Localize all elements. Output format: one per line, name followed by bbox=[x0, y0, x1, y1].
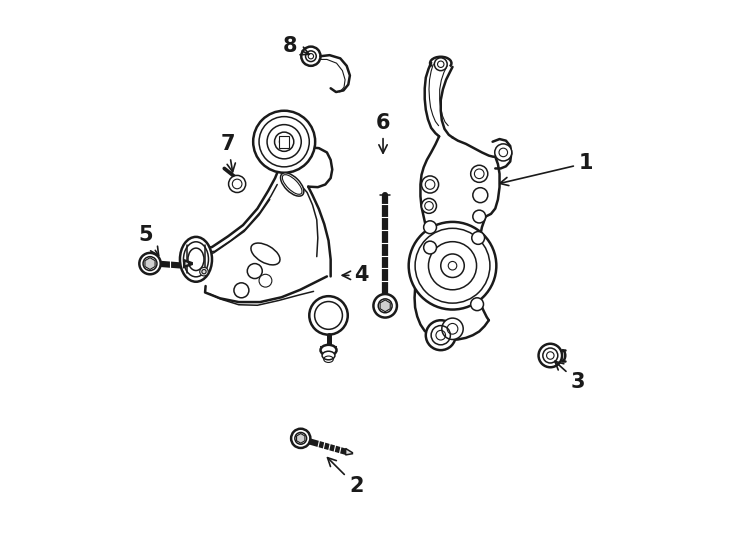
Circle shape bbox=[470, 298, 484, 310]
Circle shape bbox=[426, 320, 456, 350]
Bar bbox=[280, 136, 289, 147]
Ellipse shape bbox=[280, 173, 304, 196]
Circle shape bbox=[309, 296, 348, 335]
Circle shape bbox=[470, 165, 488, 183]
Polygon shape bbox=[184, 260, 192, 267]
Circle shape bbox=[472, 232, 484, 244]
Circle shape bbox=[253, 111, 315, 173]
Text: 1: 1 bbox=[500, 153, 593, 186]
Circle shape bbox=[200, 267, 208, 276]
Circle shape bbox=[539, 344, 562, 367]
Circle shape bbox=[424, 241, 437, 254]
Circle shape bbox=[139, 253, 161, 274]
Polygon shape bbox=[346, 449, 352, 455]
Circle shape bbox=[424, 221, 437, 234]
Circle shape bbox=[421, 176, 439, 193]
Circle shape bbox=[442, 318, 463, 340]
Text: 5: 5 bbox=[138, 225, 159, 255]
Circle shape bbox=[473, 210, 486, 223]
Ellipse shape bbox=[251, 243, 280, 265]
Text: 4: 4 bbox=[342, 265, 369, 285]
Ellipse shape bbox=[321, 345, 336, 355]
Circle shape bbox=[374, 294, 397, 318]
Circle shape bbox=[409, 222, 496, 309]
Polygon shape bbox=[145, 258, 155, 269]
Text: 7: 7 bbox=[221, 134, 236, 172]
Circle shape bbox=[435, 58, 447, 71]
Circle shape bbox=[291, 429, 310, 448]
Circle shape bbox=[421, 198, 437, 213]
Circle shape bbox=[234, 283, 249, 298]
Circle shape bbox=[495, 144, 512, 161]
Polygon shape bbox=[297, 434, 305, 443]
Circle shape bbox=[301, 46, 321, 66]
Circle shape bbox=[473, 188, 488, 202]
Ellipse shape bbox=[180, 237, 212, 282]
Circle shape bbox=[247, 264, 262, 279]
Circle shape bbox=[259, 274, 272, 287]
Text: 8: 8 bbox=[283, 36, 309, 56]
Circle shape bbox=[228, 176, 246, 192]
Text: 2: 2 bbox=[327, 458, 363, 496]
Polygon shape bbox=[380, 300, 390, 312]
Text: 6: 6 bbox=[376, 113, 390, 153]
Text: 3: 3 bbox=[555, 361, 585, 392]
Ellipse shape bbox=[322, 351, 335, 360]
